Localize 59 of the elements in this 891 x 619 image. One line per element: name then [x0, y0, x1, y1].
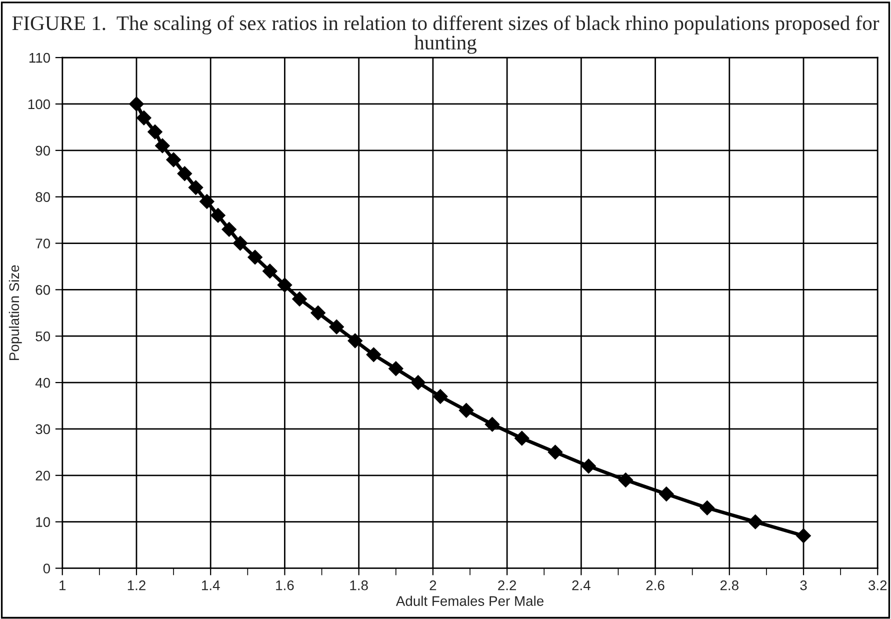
point	[700, 500, 715, 516]
point	[329, 319, 344, 334]
x-tick-label: 2	[430, 580, 436, 590]
point	[248, 250, 262, 265]
point	[348, 333, 363, 348]
y-tick-label: 0	[43, 564, 50, 574]
y-tick-label: 100	[28, 99, 50, 110]
y-tick-label: 90	[36, 146, 50, 156]
x-tick-label: 3.2	[868, 580, 887, 590]
point	[292, 292, 307, 306]
point	[514, 430, 530, 446]
y-tick-label: 50	[36, 331, 50, 342]
point	[262, 264, 278, 279]
x-axis-title: Adult Females Per Male	[396, 596, 544, 606]
point	[277, 278, 292, 292]
point	[748, 514, 763, 530]
x-tick-label: 1	[60, 580, 66, 590]
y-axis-title: Population Size	[8, 265, 22, 360]
x-tick-label: 2.2	[498, 580, 516, 590]
x-tick-label: 1.6	[276, 580, 294, 590]
point	[210, 208, 226, 223]
x-tick-label: 2.4	[572, 580, 590, 590]
point	[177, 166, 192, 182]
point	[148, 124, 162, 140]
y-tick-label: 10	[36, 517, 50, 527]
point	[388, 361, 404, 376]
x-tick-label: 1.8	[350, 580, 368, 590]
y-tick-label: 20	[36, 470, 50, 481]
y-tick-label: 80	[36, 192, 50, 202]
point	[796, 528, 811, 544]
y-tick-label: 70	[36, 238, 50, 248]
point	[458, 403, 474, 418]
x-tick-label: 2.8	[720, 580, 738, 590]
y-tick-label: 30	[36, 424, 50, 434]
point	[200, 194, 214, 209]
point	[232, 236, 248, 251]
point	[222, 222, 237, 237]
point	[484, 416, 500, 432]
point	[366, 347, 382, 362]
point	[432, 389, 448, 404]
point	[188, 180, 204, 195]
y-tick-label: 60	[36, 285, 50, 295]
y-tick-label: 110	[29, 52, 50, 63]
x-tick-label: 1.2	[128, 580, 146, 590]
point	[136, 110, 152, 126]
point	[581, 458, 596, 474]
x-tick-label: 2.6	[646, 580, 664, 590]
point	[618, 472, 634, 488]
point	[166, 152, 181, 168]
point	[410, 375, 426, 390]
point	[659, 486, 674, 502]
point	[310, 306, 326, 320]
chart-title: FIGURE 1. The scaling of sex ratios in relation to different sizes of black rhino populations proposed for hunting	[12, 15, 880, 54]
x-tick-label: 1.4	[202, 580, 220, 590]
point	[155, 138, 170, 154]
point	[129, 96, 144, 112]
point	[548, 444, 563, 460]
x-tick-label: 3	[800, 580, 807, 590]
y-tick-label: 40	[35, 378, 50, 388]
